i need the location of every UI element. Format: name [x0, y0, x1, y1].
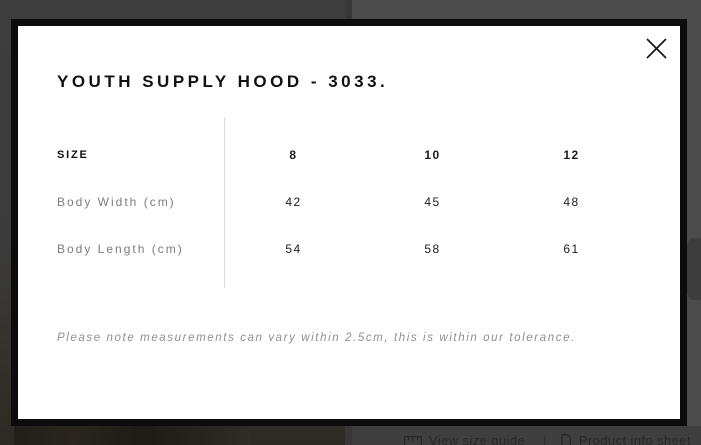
body-width-size-10: 45: [424, 194, 441, 209]
table-row-body-length: Body Length (cm) 54 58 61: [57, 225, 641, 272]
dimmed-page-strip: [352, 426, 701, 445]
size-column-12: 12: [563, 147, 580, 162]
body-length-size-10: 58: [424, 241, 441, 256]
modal-title: YOUTH SUPPLY HOOD - 3033.: [57, 72, 389, 91]
body-width-size-8: 42: [285, 194, 302, 209]
product-page-links: View size guide | Product info sheet: [403, 433, 691, 445]
table-row-body-width: Body Width (cm) 42 45 48: [57, 178, 641, 225]
links-separator: |: [543, 433, 547, 445]
close-button[interactable]: [641, 35, 671, 65]
size-header-label: SIZE: [57, 148, 89, 161]
table-divider: [224, 117, 225, 288]
dimmed-image-fragment: [684, 238, 701, 300]
body-length-size-8: 54: [285, 241, 302, 256]
size-column-8: 8: [289, 147, 298, 162]
product-info-sheet-link[interactable]: Product info sheet: [578, 433, 691, 445]
table-header-row: SIZE 8 10 12: [57, 131, 641, 178]
size-column-10: 10: [424, 147, 441, 162]
size-guide-modal-content: YOUTH SUPPLY HOOD - 3033. SIZE 8 10 12 B…: [18, 26, 680, 419]
view-size-guide-link[interactable]: View size guide: [429, 433, 526, 445]
body-width-size-12: 48: [563, 194, 580, 209]
close-icon: [645, 37, 668, 63]
size-guide-modal: YOUTH SUPPLY HOOD - 3033. SIZE 8 10 12 B…: [11, 19, 687, 426]
size-table: SIZE 8 10 12 Body Width (cm) 42 45 48 Bo…: [57, 117, 641, 288]
body-length-size-12: 61: [563, 241, 580, 256]
row-label: Body Width (cm): [57, 194, 176, 209]
dimmed-hoodie-image: [14, 424, 250, 445]
tolerance-note: Please note measurements can vary within…: [57, 332, 576, 344]
row-label: Body Length (cm): [57, 241, 184, 256]
document-icon: [561, 434, 571, 445]
ruler-icon: [403, 435, 423, 445]
